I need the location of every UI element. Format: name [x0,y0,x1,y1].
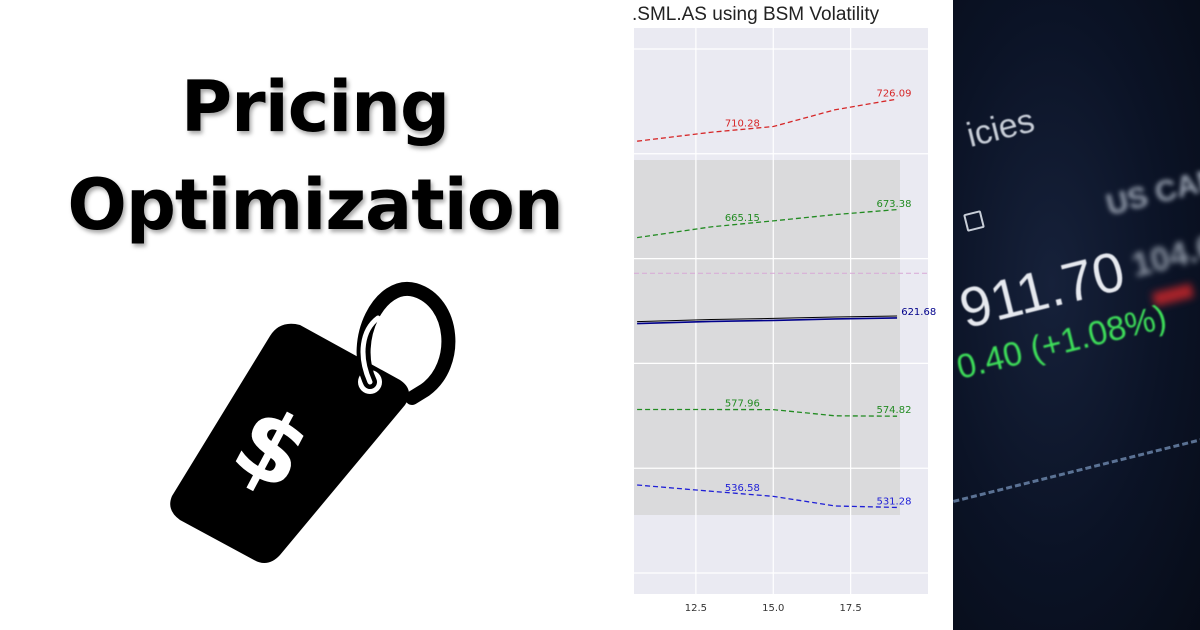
photo-word-fragment: icies [963,101,1039,155]
stock-ticker-photo: icies US CAN 104.6 911.70 0.40 (+1.08%) [953,0,1200,630]
headline-line-2: Optimization [67,164,563,246]
headline-line-1: Pricing [180,66,450,148]
series-line-1 [637,208,898,239]
data-label-0-1: 726.09 [876,89,911,100]
series-line-3 [637,408,898,417]
x-tick-label-2: 17.5 [839,603,861,614]
price-tag-icon: $ [170,281,456,564]
x-tick-label-0: 12.5 [685,603,707,614]
series-line-2 [637,317,898,325]
data-label-3-0: 577.96 [725,399,760,410]
x-tick-labels: 12.5 15.0 17.5 [685,603,862,614]
label-layer: 710.28 726.09 665.15 673.38 621.68 577.96 574.… [725,89,936,508]
chart-panel: 710.28 726.09 665.15 673.38 621.68 577.96 574.… [630,0,953,630]
external-link-icon [963,210,985,232]
series-line-2-shadow [637,315,898,323]
photo-number-fragment: 104.6 [1128,227,1200,285]
x-tick-label-1: 15.0 [762,603,784,614]
data-label-2-0: 621.68 [901,307,936,318]
series-line-0 [637,98,898,142]
grid-lines [634,28,928,594]
left-panel: Pricing Optimization $ [67,66,564,564]
series-layer [637,98,898,509]
data-label-1-0: 665.15 [725,213,760,224]
data-label-1-1: 673.38 [876,199,911,210]
photo-dashed-line [953,437,1200,503]
series-line-4 [637,484,898,509]
data-label-4-0: 536.58 [725,483,760,494]
data-label-3-1: 574.82 [876,405,911,416]
chart: 710.28 726.09 665.15 673.38 621.68 577.96 574.… [634,28,936,614]
simulation-band [634,160,900,515]
data-label-0-0: 710.28 [725,118,760,129]
photo-code-fragment: US CAN [1103,162,1200,223]
data-label-4-1: 531.28 [876,496,911,507]
chart-title: .SML.AS using BSM Volatility [632,4,880,25]
